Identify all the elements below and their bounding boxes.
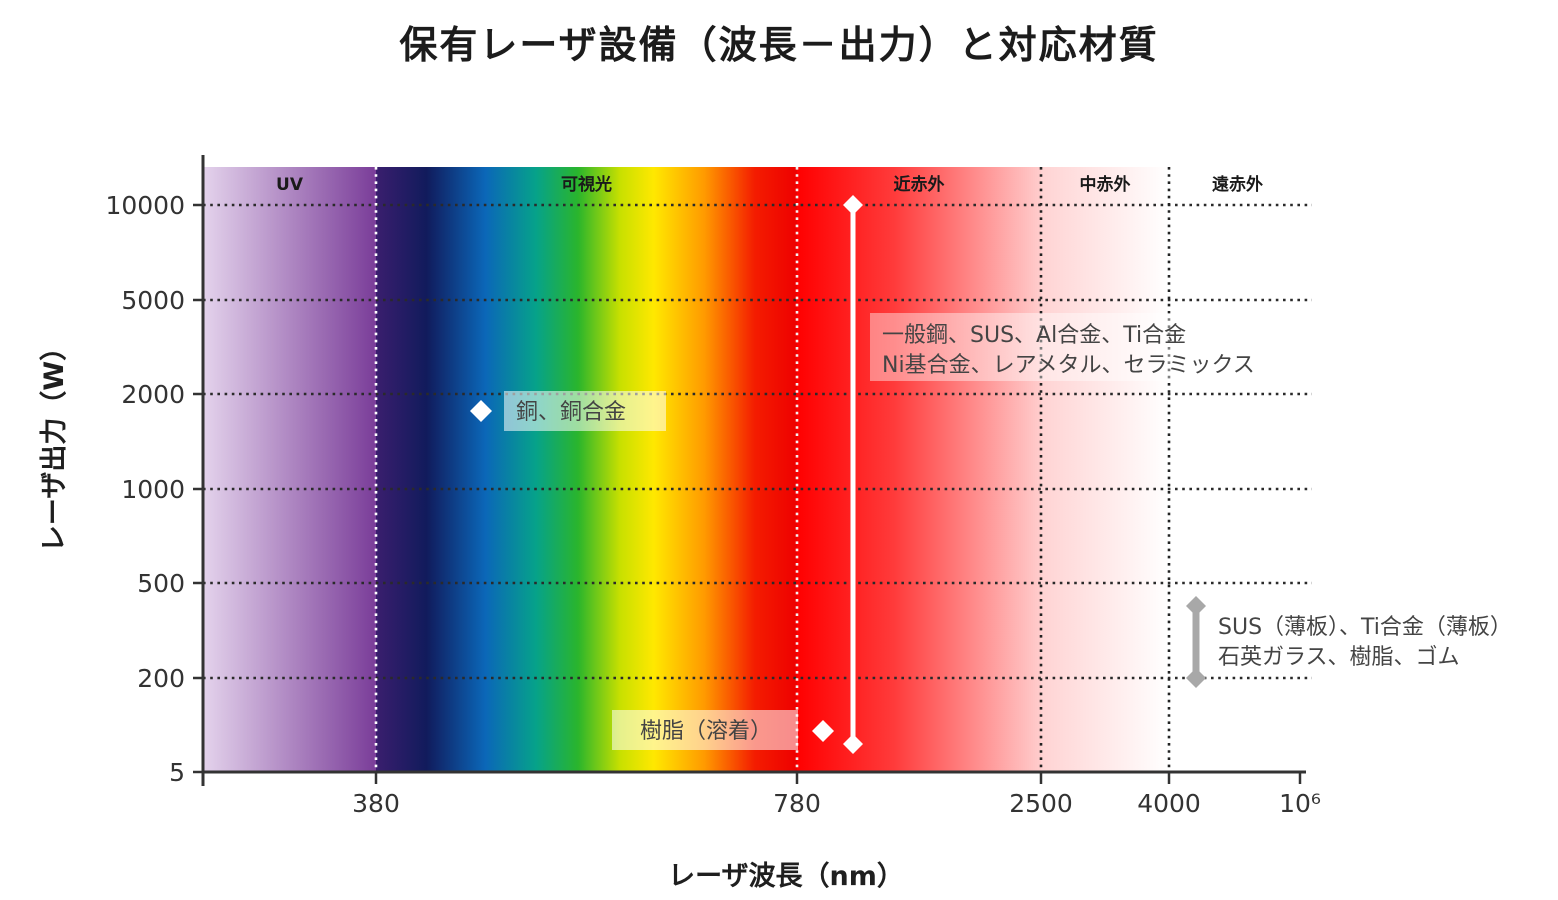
band-mid-ir — [1041, 167, 1169, 771]
vertical-gridlines — [374, 167, 1171, 772]
band-labels: UV 可視光 近赤外 中赤外 遠赤外 — [276, 174, 1263, 195]
y-tick-label: 5 — [169, 758, 185, 787]
range-end-diamond — [843, 195, 863, 215]
x-tick-label: 4000 — [1137, 789, 1201, 818]
y-axis-title: レーザ出力（W） — [39, 334, 70, 552]
x-axis-title: レーザ波長（nm） — [668, 861, 904, 892]
data-marks: 一般鋼、SUS、Al合金、Ti合金 Ni基合金、レアメタル、セラミックス SUS（薄… — [470, 195, 1512, 754]
x-tick-label: 380 — [352, 789, 400, 818]
range-label-line: 石英ガラス、樹脂、ゴム — [1218, 645, 1460, 670]
range-label-line: SUS（薄板）、Ti合金（薄板） — [1218, 615, 1512, 640]
range-end-diamond — [843, 734, 863, 754]
band-label: 近赤外 — [894, 174, 945, 195]
band-label: 中赤外 — [1080, 174, 1131, 195]
range-end-diamond — [1186, 668, 1206, 688]
band-label: 遠赤外 — [1212, 174, 1263, 195]
band-near-ir — [797, 167, 1041, 771]
y-tick-label: 1000 — [121, 475, 185, 504]
range-end-diamond — [1186, 596, 1206, 616]
range-label-line: 一般鋼、SUS、Al合金、Ti合金 — [882, 323, 1186, 348]
x-tick-labels: 380 780 2500 4000 10⁶ — [352, 772, 1321, 818]
range-label-line: Ni基合金、レアメタル、セラミックス — [882, 353, 1255, 378]
y-tick-label: 10000 — [105, 191, 185, 220]
band-label: 可視光 — [561, 174, 612, 195]
y-tick-label: 2000 — [121, 380, 185, 409]
point-diamond — [812, 720, 834, 742]
point-diamond — [470, 400, 492, 422]
range-label-box — [870, 313, 1300, 381]
point-label-box — [504, 391, 666, 431]
point-label: 銅、銅合金 — [516, 400, 626, 425]
y-tick-label: 200 — [137, 664, 185, 693]
y-tick-labels: 10000 5000 2000 1000 500 200 5 — [105, 191, 203, 787]
x-tick-label: 2500 — [1009, 789, 1073, 818]
chart-title: 保有レーザ設備（波長－出力）と対応材質 — [399, 23, 1159, 67]
x-tick-label: 780 — [773, 789, 821, 818]
band-label: UV — [276, 175, 304, 195]
band-uv — [203, 167, 376, 771]
point-label: 樹脂（溶着） — [640, 719, 772, 744]
y-tick-label: 500 — [137, 569, 185, 598]
y-tick-label: 5000 — [121, 286, 185, 315]
x-tick-label: 10⁶ — [1279, 789, 1321, 818]
point-label-box — [612, 710, 798, 750]
horizontal-gridlines — [203, 203, 1312, 680]
band-visible — [376, 167, 797, 771]
